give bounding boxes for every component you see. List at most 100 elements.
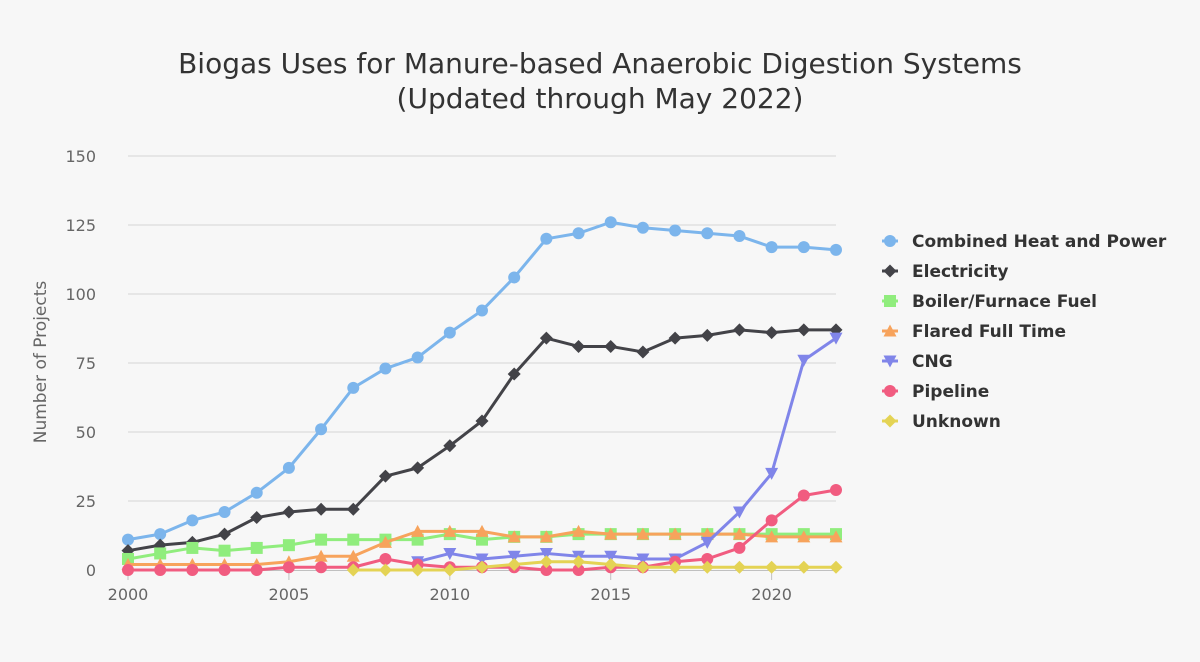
legend-marker-flared-full-time bbox=[883, 324, 897, 337]
legend-marker-combined-heat-and-power bbox=[884, 235, 896, 247]
y-tick-label-100: 100 bbox=[65, 285, 96, 304]
point-cng-2020 bbox=[765, 467, 779, 480]
point-combined-heat-and-power-2021 bbox=[797, 241, 810, 254]
legend-item-boiler-furnace-fuel[interactable]: Boiler/Furnace Fuel bbox=[882, 292, 1097, 312]
point-flared-full-time-2019 bbox=[732, 527, 746, 540]
grid bbox=[128, 155, 836, 502]
point-unknown-2013 bbox=[539, 555, 553, 569]
legend-marker-pipeline bbox=[884, 385, 896, 397]
point-cng-2013 bbox=[539, 547, 553, 560]
point-boiler-furnace-fuel-2001 bbox=[154, 547, 167, 560]
legend-label-unknown: Unknown bbox=[912, 412, 1001, 432]
point-unknown-2008 bbox=[378, 563, 392, 577]
point-combined-heat-and-power-2022 bbox=[830, 243, 842, 256]
point-flared-full-time-2022 bbox=[829, 530, 843, 543]
point-combined-heat-and-power-2004 bbox=[250, 486, 263, 499]
axes: 0 25 50 75 100 125 150 2000 2005 2010 2015 2020 bbox=[65, 147, 836, 604]
point-flared-full-time-2013 bbox=[539, 530, 553, 543]
point-combined-heat-and-power-2014 bbox=[572, 227, 585, 240]
point-flared-full-time-2007 bbox=[346, 549, 360, 562]
point-electricity-2016 bbox=[636, 345, 650, 359]
point-flared-full-time-2017 bbox=[668, 527, 682, 540]
point-combined-heat-and-power-2008 bbox=[379, 362, 392, 375]
x-tick-label-2005: 2005 bbox=[269, 585, 310, 604]
point-pipeline-2014 bbox=[572, 564, 585, 576]
point-combined-heat-and-power-2003 bbox=[218, 506, 231, 519]
x-tick-label-2010: 2010 bbox=[429, 585, 470, 604]
point-boiler-furnace-fuel-2004 bbox=[250, 541, 263, 554]
point-flared-full-time-2014 bbox=[572, 524, 586, 537]
legend-label-boiler-furnace-fuel: Boiler/Furnace Fuel bbox=[912, 292, 1097, 312]
point-combined-heat-and-power-2000 bbox=[122, 533, 134, 546]
point-combined-heat-and-power-2013 bbox=[540, 232, 553, 245]
point-combined-heat-and-power-2016 bbox=[636, 221, 649, 234]
point-flared-full-time-2006 bbox=[314, 549, 328, 562]
legend-item-flared-full-time[interactable]: Flared Full Time bbox=[882, 322, 1066, 342]
point-cng-2018 bbox=[700, 536, 714, 549]
legend-marker-electricity bbox=[883, 264, 897, 278]
legend-item-pipeline[interactable]: Pipeline bbox=[882, 382, 989, 402]
legend-item-combined-heat-and-power[interactable]: Combined Heat and Power bbox=[882, 232, 1167, 252]
point-combined-heat-and-power-2012 bbox=[508, 271, 521, 284]
legend-item-unknown[interactable]: Unknown bbox=[882, 412, 1001, 432]
legend-label-pipeline: Pipeline bbox=[912, 382, 989, 402]
series-unknown bbox=[346, 555, 843, 577]
point-flared-full-time-2018 bbox=[700, 527, 714, 540]
legend-label-flared-full-time: Flared Full Time bbox=[912, 322, 1066, 342]
legend-item-cng[interactable]: CNG bbox=[882, 352, 953, 372]
point-electricity-2010 bbox=[443, 439, 457, 453]
point-pipeline-2006 bbox=[315, 561, 328, 574]
point-electricity-2005 bbox=[282, 505, 296, 519]
point-cng-2019 bbox=[732, 506, 746, 519]
plot-area bbox=[121, 216, 843, 577]
point-combined-heat-and-power-2011 bbox=[476, 304, 488, 317]
point-unknown-2009 bbox=[411, 563, 425, 577]
point-cng-2016 bbox=[636, 553, 650, 566]
series-combined-heat-and-power bbox=[122, 216, 842, 546]
point-electricity-2018 bbox=[700, 328, 714, 342]
point-cng-2022 bbox=[829, 332, 843, 345]
x-tick-label-2000: 2000 bbox=[108, 585, 149, 604]
y-tick-label-50: 50 bbox=[76, 423, 96, 442]
y-tick-label-0: 0 bbox=[86, 561, 96, 580]
y-tick-label-25: 25 bbox=[76, 492, 96, 511]
point-electricity-2012 bbox=[507, 367, 521, 381]
y-axis-label: Number of Projects bbox=[31, 281, 51, 444]
point-flared-full-time-2016 bbox=[636, 527, 650, 540]
point-combined-heat-and-power-2018 bbox=[701, 227, 714, 240]
point-unknown-2015 bbox=[604, 557, 618, 571]
point-cng-2010 bbox=[443, 547, 457, 560]
point-pipeline-2002 bbox=[186, 564, 199, 576]
x-tick-label-2020: 2020 bbox=[751, 585, 792, 604]
point-unknown-2020 bbox=[765, 560, 779, 574]
point-electricity-2006 bbox=[314, 502, 328, 516]
point-cng-2011 bbox=[475, 553, 489, 566]
legend-marker-unknown bbox=[883, 414, 897, 428]
point-electricity-2003 bbox=[218, 527, 232, 541]
legend-marker-boiler-furnace-fuel bbox=[884, 295, 896, 307]
point-unknown-2007 bbox=[346, 563, 360, 577]
point-unknown-2014 bbox=[572, 555, 586, 569]
point-combined-heat-and-power-2017 bbox=[669, 224, 682, 237]
y-tick-label-125: 125 bbox=[65, 216, 96, 235]
point-flared-full-time-2011 bbox=[475, 524, 489, 537]
point-electricity-2009 bbox=[411, 461, 425, 475]
point-pipeline-2003 bbox=[218, 564, 231, 576]
legend-label-cng: CNG bbox=[912, 352, 953, 372]
y-tick-label-75: 75 bbox=[76, 354, 96, 373]
point-unknown-2016 bbox=[636, 560, 650, 574]
point-flared-full-time-2009 bbox=[411, 524, 425, 537]
point-pipeline-2019 bbox=[733, 541, 746, 554]
point-electricity-2007 bbox=[346, 502, 360, 516]
point-pipeline-2020 bbox=[765, 514, 778, 527]
point-combined-heat-and-power-2006 bbox=[315, 423, 328, 436]
point-electricity-2008 bbox=[378, 469, 392, 483]
point-pipeline-2000 bbox=[122, 564, 134, 576]
point-flared-full-time-2008 bbox=[378, 535, 392, 548]
point-electricity-2004 bbox=[250, 511, 264, 525]
legend-item-electricity[interactable]: Electricity bbox=[882, 262, 1009, 282]
point-unknown-2017 bbox=[668, 560, 682, 574]
chart-subtitle: (Updated through May 2022) bbox=[397, 82, 804, 115]
